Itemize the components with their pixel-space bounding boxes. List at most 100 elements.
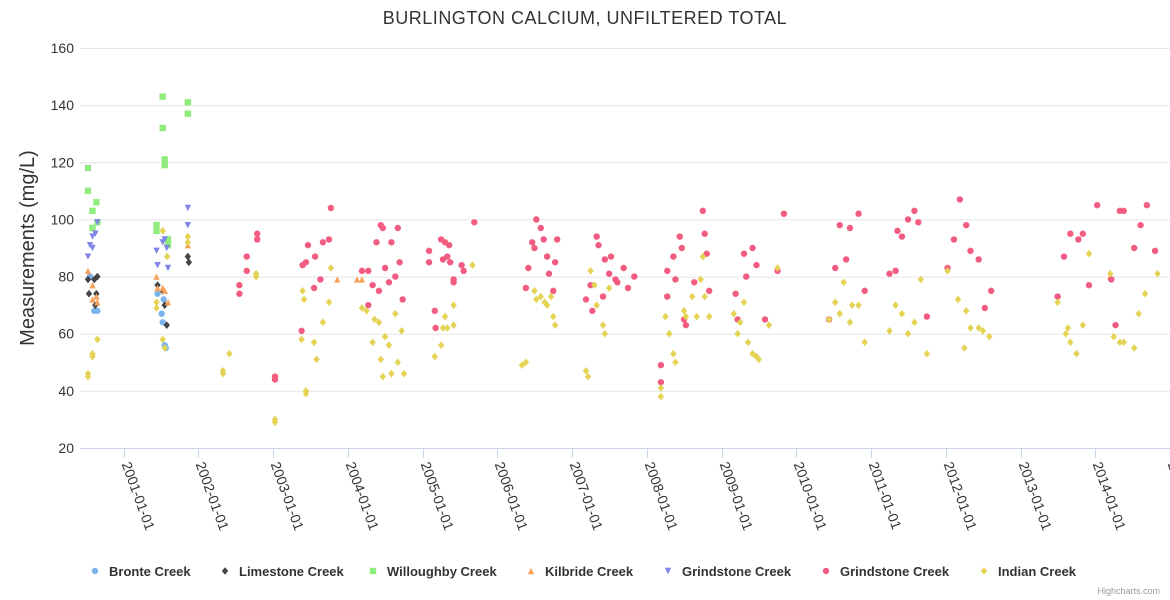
data-point[interactable]	[358, 304, 366, 312]
data-point[interactable]	[533, 295, 540, 304]
data-point[interactable]	[471, 219, 478, 226]
data-point[interactable]	[161, 287, 168, 295]
legend-item[interactable]: Limestone Creek	[221, 564, 345, 579]
data-point[interactable]	[849, 301, 856, 309]
data-point[interactable]	[861, 338, 868, 347]
data-point[interactable]	[381, 332, 389, 341]
data-point[interactable]	[975, 256, 982, 263]
data-point[interactable]	[299, 287, 306, 295]
data-point[interactable]	[624, 284, 632, 292]
data-point[interactable]	[531, 287, 538, 295]
data-point[interactable]	[657, 379, 665, 386]
legend-symbol[interactable]	[980, 567, 988, 575]
data-point[interactable]	[379, 224, 387, 232]
data-point[interactable]	[1154, 269, 1161, 278]
data-point[interactable]	[689, 292, 696, 301]
data-point[interactable]	[587, 267, 594, 275]
data-point[interactable]	[774, 264, 781, 272]
data-point[interactable]	[898, 309, 906, 318]
data-point[interactable]	[904, 216, 912, 223]
data-point[interactable]	[981, 304, 989, 312]
data-point[interactable]	[334, 276, 341, 283]
data-point[interactable]	[740, 250, 748, 257]
credits-link[interactable]: Highcharts.com	[1097, 586, 1160, 596]
data-point[interactable]	[236, 281, 243, 289]
data-point[interactable]	[94, 299, 101, 306]
data-point[interactable]	[84, 267, 92, 275]
data-point[interactable]	[460, 267, 467, 275]
data-point[interactable]	[375, 318, 383, 327]
data-point[interactable]	[736, 318, 744, 327]
data-point[interactable]	[304, 241, 312, 249]
data-point[interactable]	[398, 327, 405, 335]
data-point[interactable]	[753, 261, 760, 269]
data-point[interactable]	[302, 259, 310, 266]
data-point[interactable]	[153, 304, 160, 312]
data-point[interactable]	[94, 307, 101, 315]
data-point[interactable]	[550, 287, 557, 295]
data-point[interactable]	[243, 253, 250, 260]
data-point[interactable]	[185, 258, 193, 267]
data-point[interactable]	[253, 236, 261, 243]
data-point[interactable]	[425, 259, 433, 266]
data-point[interactable]	[693, 312, 700, 321]
data-point[interactable]	[1141, 289, 1149, 298]
data-point[interactable]	[537, 224, 544, 232]
data-point[interactable]	[392, 273, 399, 280]
data-point[interactable]	[699, 207, 707, 215]
data-point[interactable]	[358, 267, 366, 275]
data-point[interactable]	[163, 252, 171, 261]
data-point[interactable]	[1067, 338, 1074, 347]
data-point[interactable]	[601, 329, 609, 338]
data-point[interactable]	[956, 196, 964, 203]
data-point[interactable]	[886, 270, 893, 277]
data-point[interactable]	[522, 284, 530, 292]
data-point[interactable]	[1075, 236, 1082, 243]
data-point[interactable]	[755, 355, 762, 364]
data-point[interactable]	[749, 349, 756, 358]
data-point[interactable]	[439, 324, 447, 332]
data-point[interactable]	[697, 275, 704, 284]
data-point[interactable]	[672, 276, 679, 283]
data-point[interactable]	[92, 230, 99, 237]
data-point[interactable]	[1079, 321, 1087, 329]
data-point[interactable]	[458, 261, 465, 269]
data-point[interactable]	[1054, 293, 1061, 300]
data-point[interactable]	[184, 221, 192, 229]
data-point[interactable]	[271, 418, 279, 427]
legend-symbol[interactable]	[822, 567, 830, 575]
data-point[interactable]	[375, 287, 383, 295]
data-point[interactable]	[445, 241, 453, 249]
data-point[interactable]	[310, 284, 318, 292]
data-point[interactable]	[593, 233, 600, 240]
data-point[interactable]	[543, 253, 551, 260]
data-point[interactable]	[353, 276, 361, 283]
data-point[interactable]	[184, 252, 192, 261]
data-point[interactable]	[161, 236, 168, 243]
data-point[interactable]	[765, 321, 773, 329]
data-point[interactable]	[529, 239, 536, 246]
data-point[interactable]	[441, 312, 449, 321]
data-point[interactable]	[892, 301, 899, 309]
data-point[interactable]	[1116, 338, 1124, 347]
data-point[interactable]	[327, 204, 335, 212]
data-point[interactable]	[184, 110, 192, 117]
data-point[interactable]	[832, 264, 839, 272]
data-point[interactable]	[614, 279, 621, 286]
data-point[interactable]	[365, 267, 372, 275]
data-point[interactable]	[699, 252, 707, 261]
data-point[interactable]	[1085, 249, 1093, 258]
data-point[interactable]	[541, 298, 548, 307]
data-point[interactable]	[373, 239, 380, 246]
data-point[interactable]	[159, 335, 166, 344]
data-point[interactable]	[89, 244, 96, 252]
data-point[interactable]	[319, 239, 327, 246]
data-point[interactable]	[836, 309, 843, 318]
data-point[interactable]	[450, 321, 457, 329]
data-point[interactable]	[399, 296, 406, 303]
data-point[interactable]	[682, 312, 690, 321]
data-point[interactable]	[161, 156, 168, 163]
data-point[interactable]	[385, 279, 393, 286]
data-point[interactable]	[153, 221, 160, 229]
data-point[interactable]	[917, 275, 924, 284]
